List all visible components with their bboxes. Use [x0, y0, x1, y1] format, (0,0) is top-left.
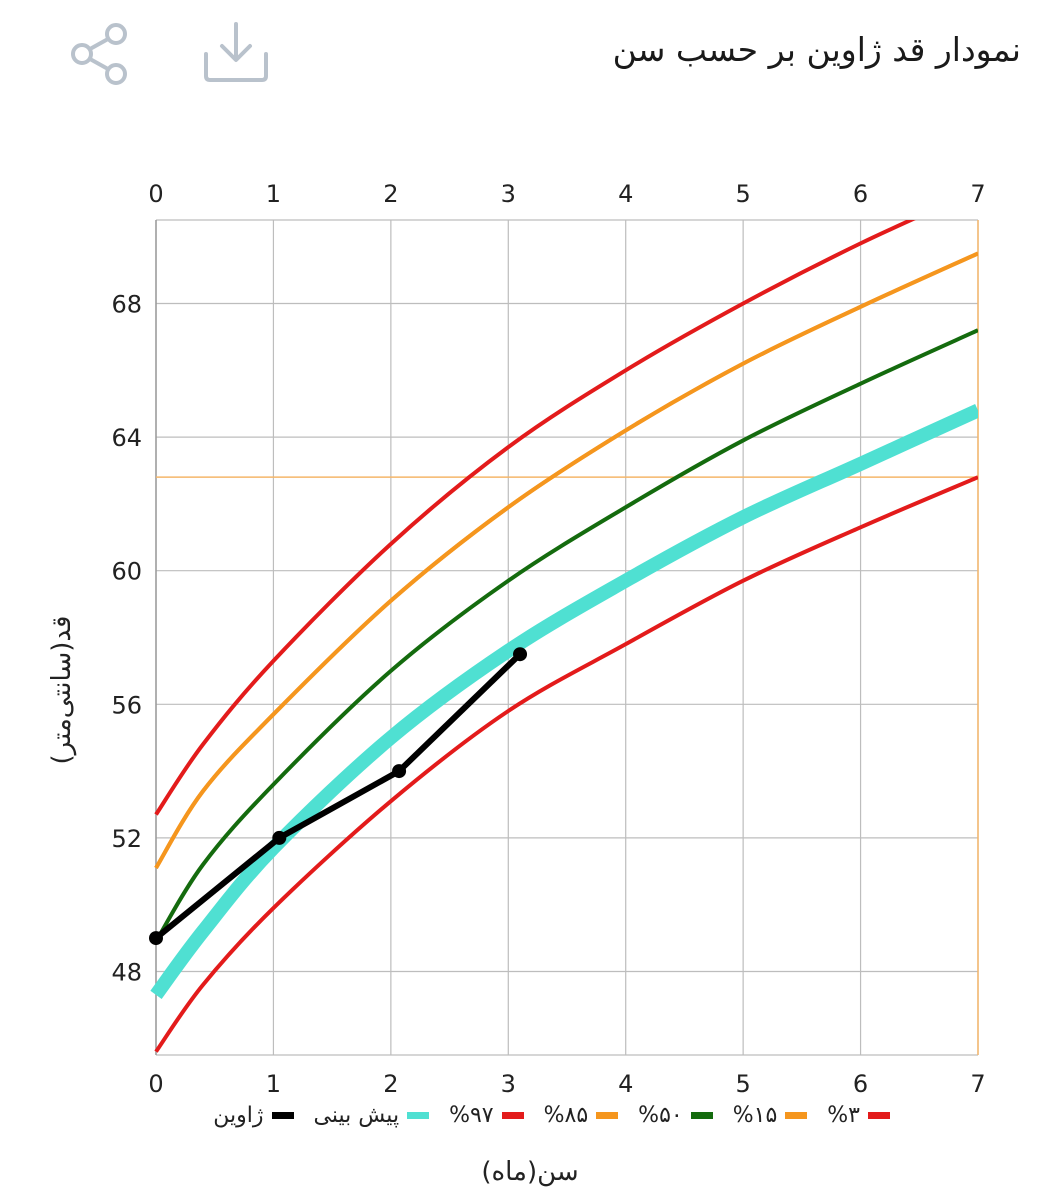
series-line-6	[154, 652, 523, 941]
data-point	[272, 830, 287, 845]
legend-item[interactable]: %۳	[827, 1103, 890, 1128]
x-tick-label-bottom: 7	[970, 1070, 985, 1098]
legend-label: پیش بینی	[313, 1102, 400, 1128]
legend-swatch	[596, 1111, 619, 1119]
share-icon	[71, 23, 127, 85]
x-tick-label-bottom: 0	[148, 1070, 163, 1098]
y-tick-label: 68	[111, 291, 142, 319]
download-button[interactable]	[200, 18, 272, 90]
y-axis-label: قد(سانتی‌متر)	[47, 616, 77, 765]
y-tick-label: 48	[111, 959, 142, 987]
legend-swatch	[407, 1111, 430, 1119]
chart-series	[149, 220, 978, 1053]
download-icon	[204, 22, 268, 82]
data-point	[149, 931, 163, 946]
x-tick-label-top: 5	[736, 180, 751, 208]
y-tick-label: 64	[111, 424, 142, 452]
app-header: نمودار قد ژاوین بر حسب سن	[0, 0, 1059, 110]
x-tick-label-bottom: 4	[618, 1070, 633, 1098]
legend-item[interactable]: %۸۵	[544, 1103, 619, 1128]
legend-item[interactable]: %۹۷	[449, 1103, 524, 1128]
x-tick-label-bottom: 1	[266, 1070, 281, 1098]
legend-label: %۱۵	[732, 1102, 778, 1128]
x-tick-label-top: 1	[266, 180, 281, 208]
legend-item[interactable]: %۵۰	[638, 1103, 713, 1128]
x-tick-label-top: 0	[148, 180, 163, 208]
legend-swatch	[501, 1111, 524, 1119]
series-line-3	[154, 251, 978, 870]
data-point	[513, 647, 528, 662]
series-line-5	[150, 404, 978, 1000]
legend-item[interactable]: پیش بینی	[314, 1103, 430, 1128]
reference-line-layer	[156, 220, 979, 1055]
y-tick-label: 52	[111, 825, 142, 853]
chart-legend: %۳ %۱۵ %۵۰ %۸۵ %۹۷ پیش بینی ژاوین	[150, 1098, 890, 1132]
legend-label: ژاوین	[213, 1102, 264, 1128]
legend-label: %۳	[827, 1102, 860, 1128]
legend-label: %۸۵	[543, 1102, 589, 1128]
y-tick-label: 56	[111, 691, 142, 719]
x-tick-label-bottom: 3	[501, 1070, 516, 1098]
series-line-4	[154, 220, 916, 816]
x-tick-label-top: 4	[618, 180, 633, 208]
x-axis-label: سن(ماه)	[481, 1157, 578, 1187]
legend-item[interactable]: %۱۵	[733, 1103, 808, 1128]
legend-label: %۹۷	[449, 1102, 494, 1128]
legend-swatch	[868, 1111, 890, 1119]
legend-swatch	[271, 1111, 294, 1119]
page-title: نمودار قد ژاوین بر حسب سن	[612, 30, 1021, 69]
x-tick-label-top: 2	[383, 180, 398, 208]
data-point	[392, 764, 407, 779]
x-tick-label-top: 7	[970, 180, 985, 208]
x-tick-label-top: 3	[501, 180, 516, 208]
x-tick-label-bottom: 6	[853, 1070, 868, 1098]
x-tick-label-bottom: 5	[736, 1070, 751, 1098]
legend-label: %۵۰	[638, 1102, 683, 1128]
x-tick-label-top: 6	[853, 180, 868, 208]
chart-grid	[155, 219, 979, 1056]
series-line-0	[154, 475, 978, 1053]
legend-item[interactable]: ژاوین	[213, 1102, 294, 1128]
series-line-2	[154, 328, 978, 943]
y-tick-label: 60	[111, 558, 142, 586]
x-tick-label-bottom: 2	[383, 1070, 398, 1098]
legend-swatch	[690, 1111, 713, 1119]
legend-swatch	[785, 1111, 808, 1119]
share-button[interactable]	[66, 18, 138, 90]
